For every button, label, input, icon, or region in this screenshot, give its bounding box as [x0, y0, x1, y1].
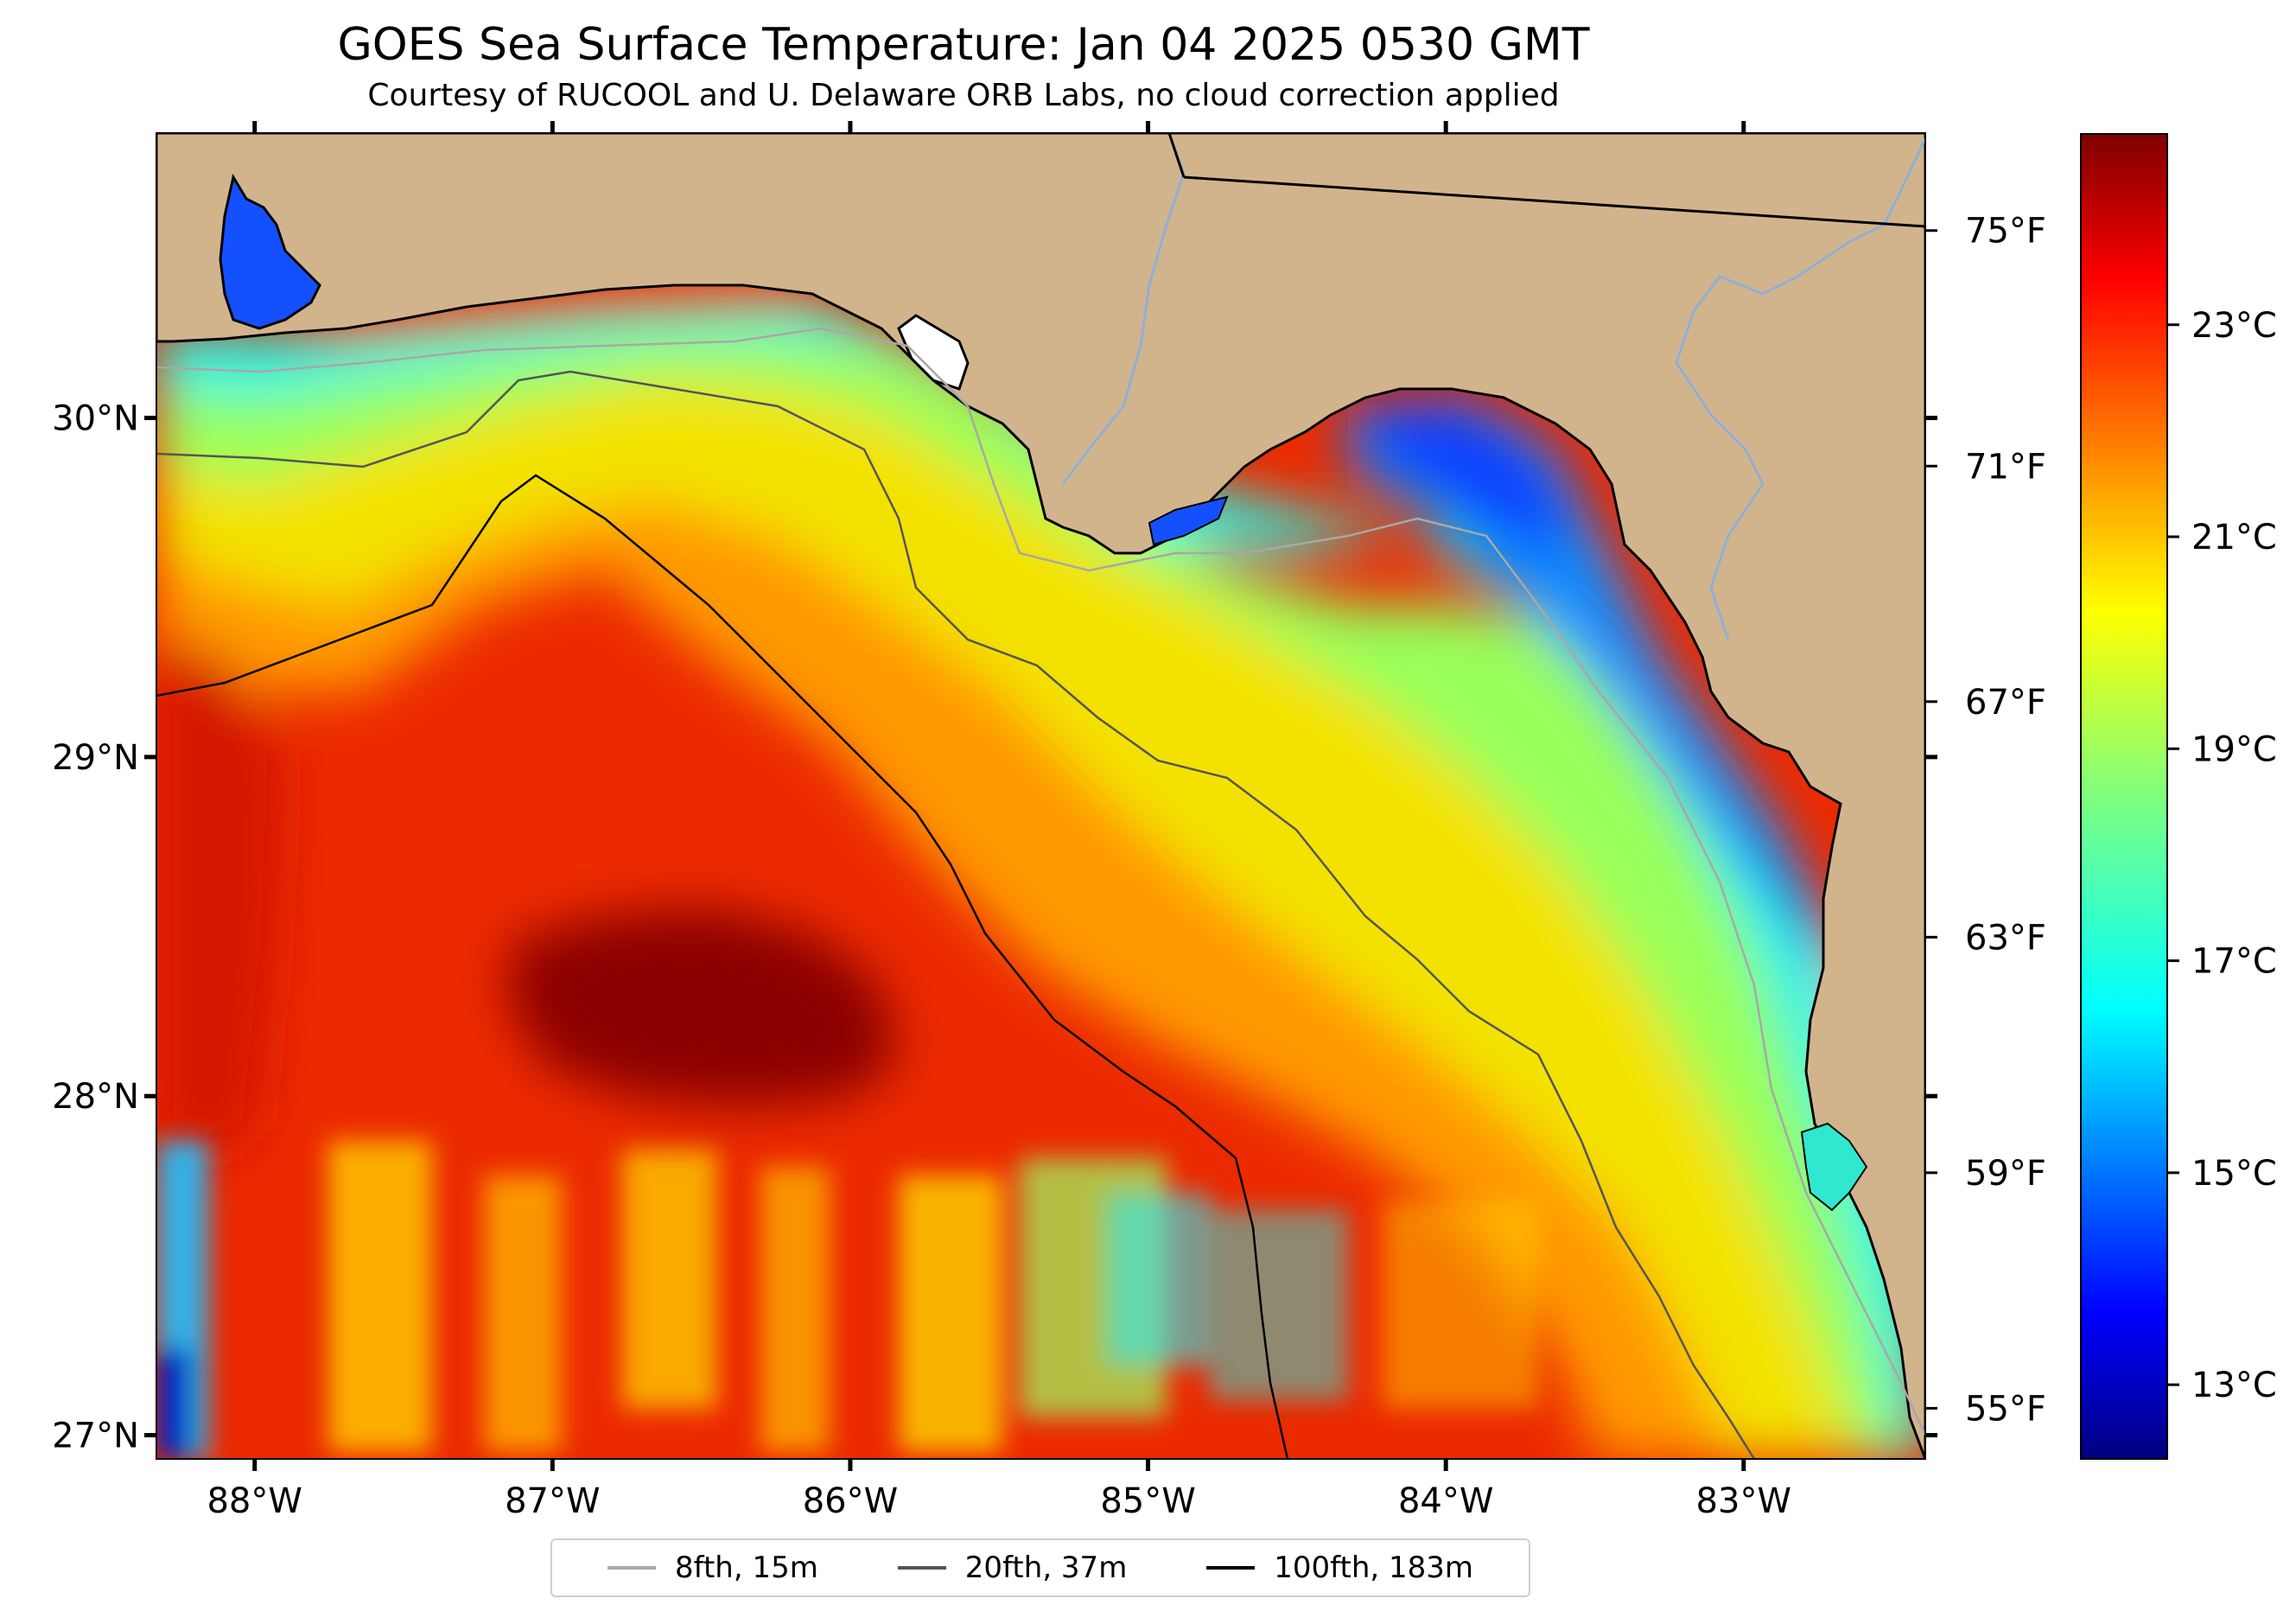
colorbar-tick-label: 19°C [2191, 729, 2277, 769]
fahrenheit-tick-label: 67°F [1965, 683, 2046, 723]
fahrenheit-tick-label: 59°F [1965, 1154, 2046, 1194]
legend-item-183m: 100fth, 183m [1206, 1551, 1473, 1585]
fahrenheit-tick-label: 71°F [1965, 447, 2046, 487]
map-subtitle: Courtesy of RUCOOL and U. Delaware ORB L… [367, 78, 1560, 113]
legend-swatch [897, 1566, 946, 1570]
map-title: GOES Sea Surface Temperature: Jan 04 202… [337, 19, 1590, 71]
legend-label: 8fth, 15m [674, 1551, 818, 1585]
legend-swatch [607, 1566, 656, 1570]
colorbar-tick-label: 21°C [2191, 518, 2277, 557]
colorbar-axis: 23°C 21°C 19°C 17°C 15°C 13°C [2167, 306, 2277, 1405]
fahrenheit-axis: 75°F 71°F 67°F 63°F 59°F 55°F [1925, 212, 2046, 1429]
land [156, 133, 1925, 1459]
lon-tick-label: 88°W [207, 1481, 302, 1521]
lat-tick-label: 28°N [52, 1077, 139, 1117]
lon-axis: 88°W 87°W 86°W 85°W 84°W 83°W [207, 121, 1791, 1521]
fahrenheit-tick-label: 55°F [1965, 1389, 2046, 1429]
lon-tick-label: 87°W [505, 1481, 600, 1521]
lat-tick-label: 30°N [52, 399, 139, 439]
legend-label: 20fth, 37m [964, 1551, 1128, 1585]
colorbar-tick-label: 17°C [2191, 942, 2277, 982]
lon-tick-label: 84°W [1398, 1481, 1493, 1521]
legend-label: 100fth, 183m [1274, 1551, 1474, 1585]
colorbar-tick-label: 15°C [2191, 1154, 2277, 1194]
colorbar-tick-label: 23°C [2191, 306, 2277, 346]
legend-item-37m: 20fth, 37m [897, 1551, 1128, 1585]
fahrenheit-tick-label: 75°F [1965, 212, 2046, 252]
lon-tick-label: 83°W [1696, 1481, 1791, 1521]
isobath-legend: 8fth, 15m 20fth, 37m 100fth, 183m [550, 1538, 1530, 1597]
colorbar-tick-label: 13°C [2191, 1366, 2277, 1405]
colorbar [2080, 133, 2168, 1460]
lat-tick-label: 29°N [52, 738, 139, 778]
lat-tick-label: 27°N [52, 1417, 139, 1456]
map-frame [156, 132, 1926, 1460]
legend-swatch [1206, 1566, 1256, 1570]
isobaths [156, 327, 1925, 1459]
legend-item-15m: 8fth, 15m [607, 1551, 818, 1585]
fahrenheit-tick-label: 63°F [1965, 918, 2046, 958]
lon-tick-label: 86°W [803, 1481, 898, 1521]
lat-axis: 30°N 29°N 28°N 27°N [52, 399, 1937, 1456]
lon-tick-label: 85°W [1100, 1481, 1195, 1521]
